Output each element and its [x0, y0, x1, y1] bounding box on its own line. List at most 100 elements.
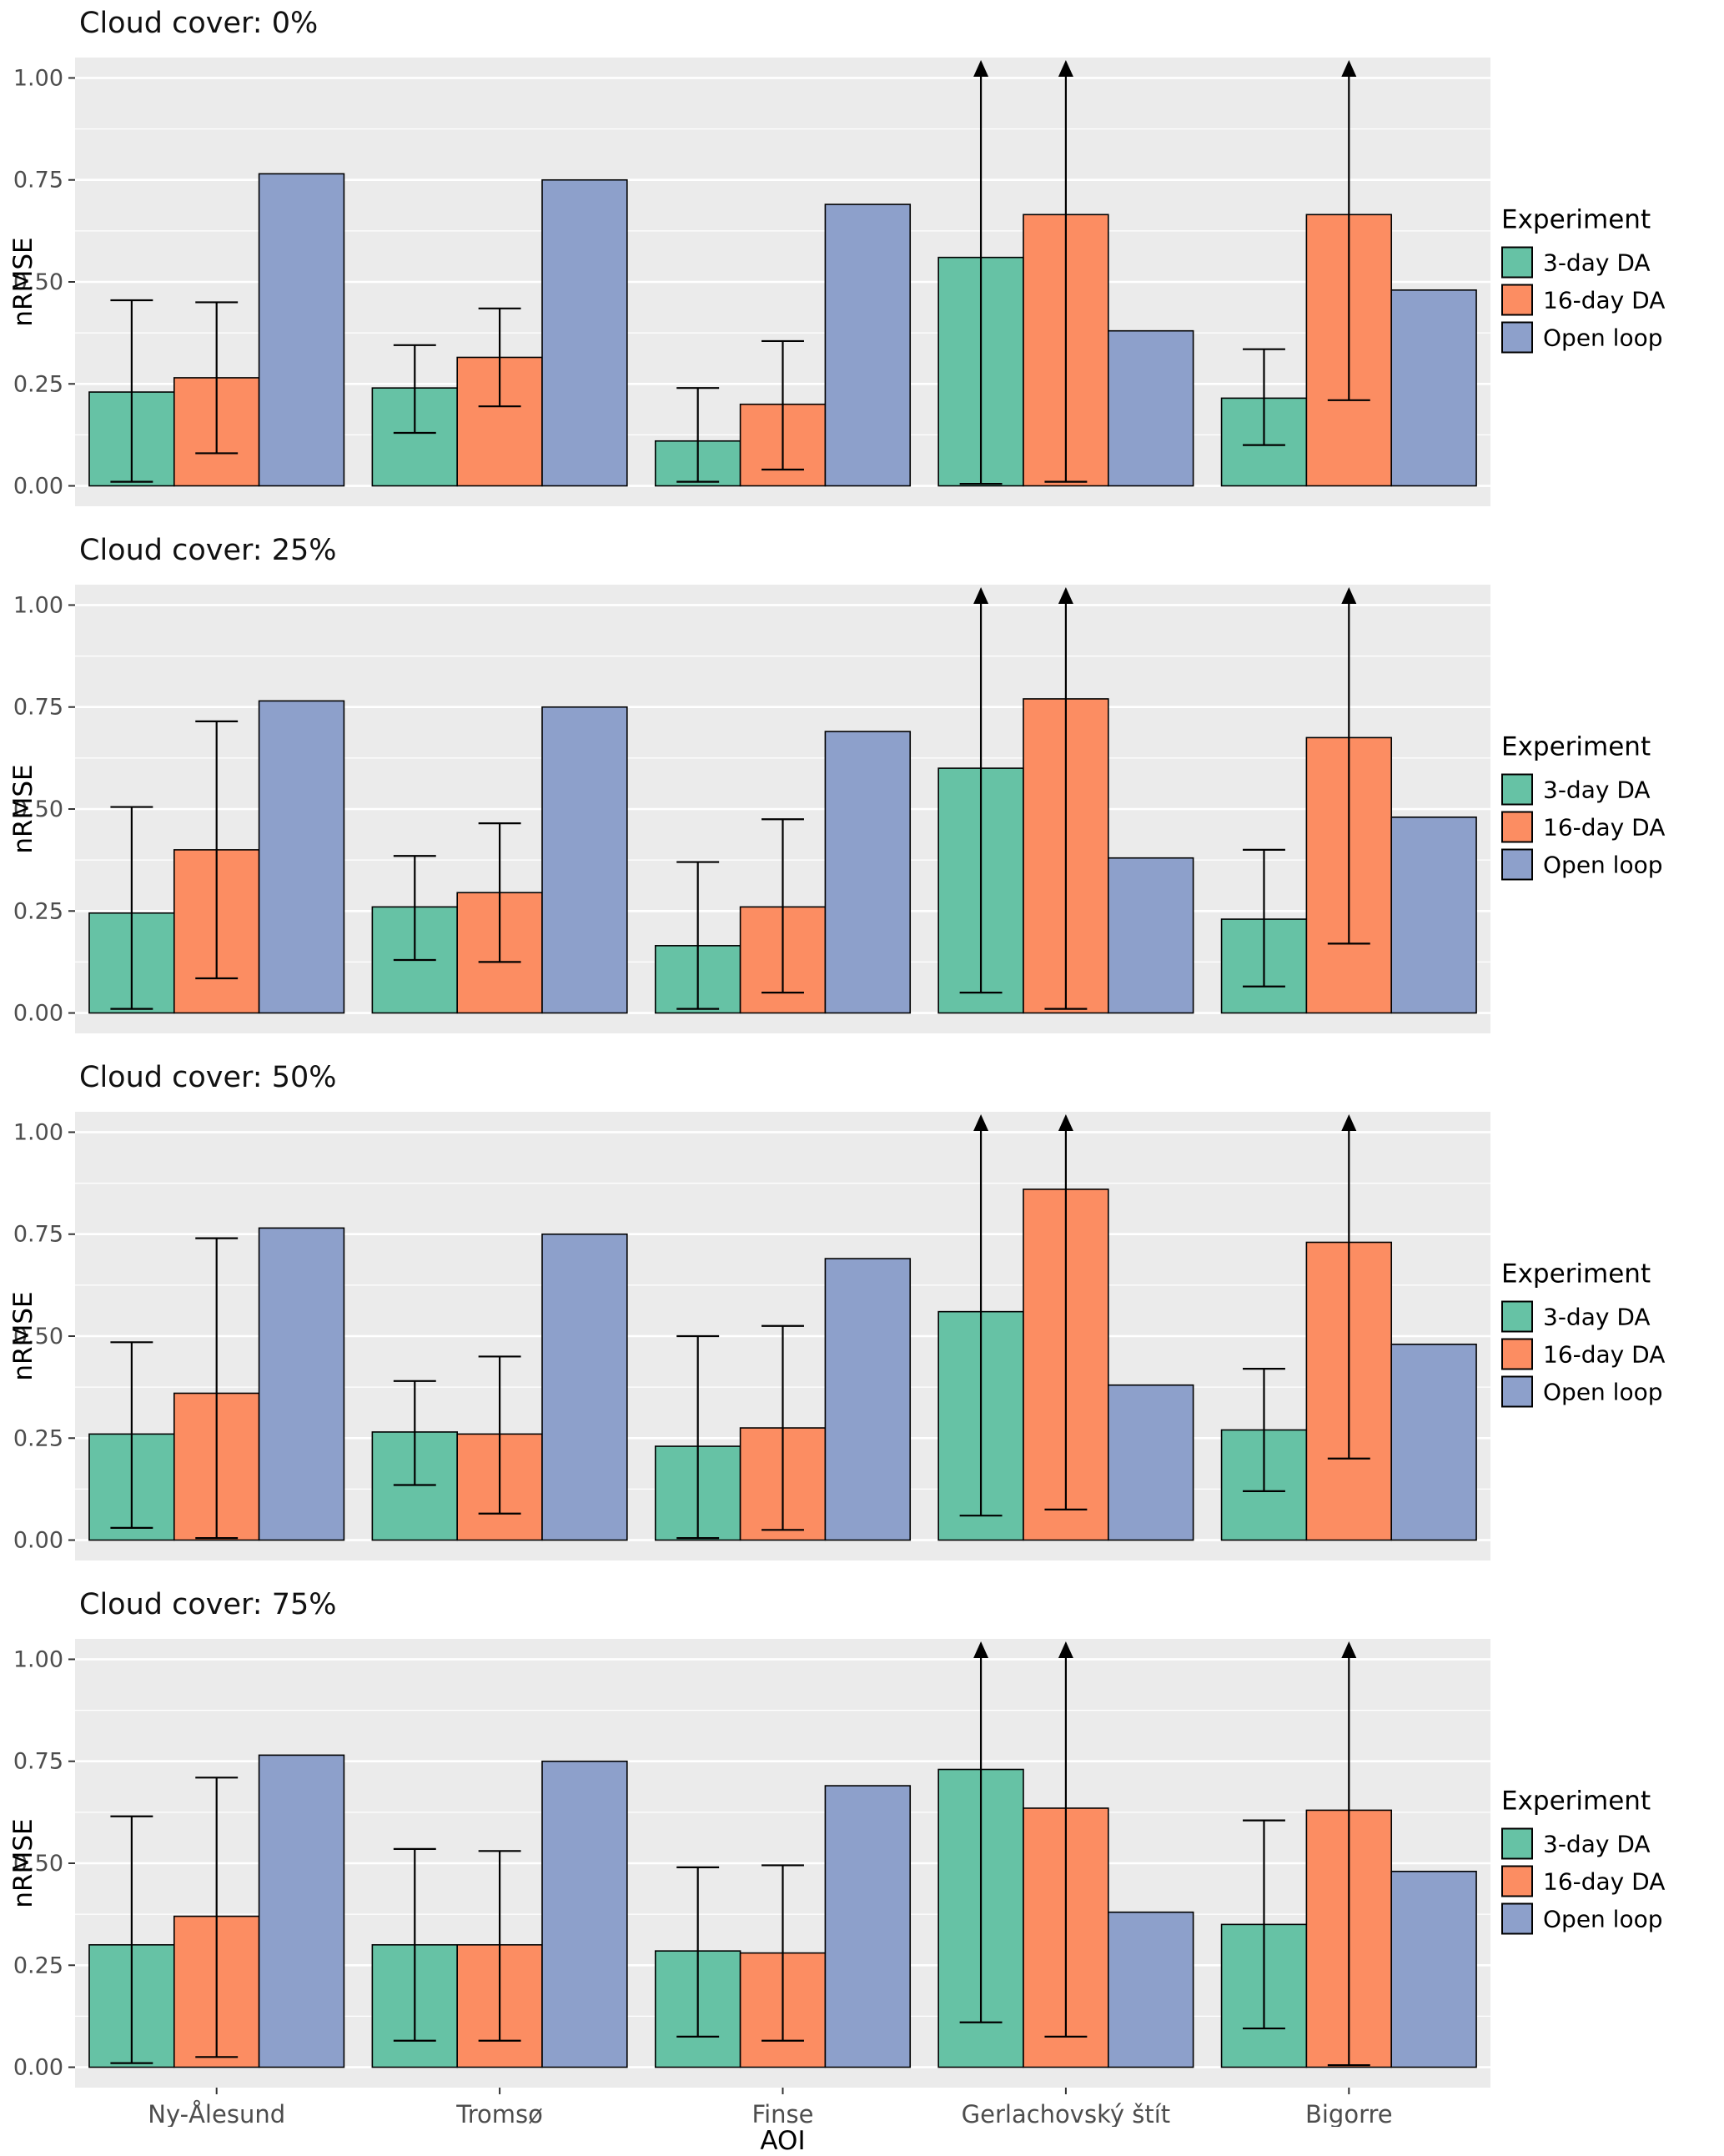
legend-key-16day-da: 16-day DA — [1501, 284, 1722, 316]
legend-swatch-3day-da — [1501, 1300, 1533, 1333]
x-tick-label: Tromsø — [455, 2100, 543, 2127]
y-tick-label: 0.50 — [13, 1851, 63, 1877]
legend-title: Experiment — [1501, 1786, 1651, 1817]
y-tick-label: 0.50 — [13, 1324, 63, 1349]
legend-label: Open loop — [1543, 1378, 1663, 1405]
bar-Open loop — [1390, 816, 1477, 1014]
legend-key-open-loop: Open loop — [1501, 1375, 1722, 1408]
legend-title: Experiment — [1501, 1259, 1651, 1289]
bar-Open loop — [258, 1227, 345, 1541]
y-tick-label: 1.00 — [13, 65, 63, 91]
x-tick-label: Bigorre — [1305, 2100, 1393, 2127]
legend-key-3day-da: 3-day DA — [1501, 773, 1722, 806]
bar-Open loop — [1390, 1870, 1477, 2068]
legend-swatch-open-loop — [1501, 1902, 1533, 1935]
bar-Open loop — [824, 1785, 912, 2068]
facet-cloud-75: Cloud cover: 75% nRMSE 0.00 0.25 0.50 0.75 1… — [0, 1581, 1724, 2155]
legend-key-3day-da: 3-day DA — [1501, 1827, 1722, 1860]
legend-swatch-16day-da — [1501, 284, 1533, 316]
plot-panel: 0.00 0.25 0.50 0.75 1.00 — [13, 585, 1490, 1033]
y-axis-title: nRMSE — [8, 764, 38, 854]
legend-swatch-open-loop — [1501, 848, 1533, 881]
legend-swatch-16day-da — [1501, 1865, 1533, 1897]
bar-Open loop — [541, 1233, 628, 1541]
legend-key-16day-da: 16-day DA — [1501, 1338, 1722, 1370]
y-tick-label: 0.25 — [13, 1425, 63, 1451]
y-tick-label: 1.00 — [13, 592, 63, 618]
facet-title: Cloud cover: 50% — [79, 1061, 337, 1094]
legend-swatch-3day-da — [1501, 246, 1533, 279]
y-tick-label: 0.75 — [13, 1222, 63, 1248]
bar-Open loop — [258, 173, 345, 487]
bar-Open loop — [1108, 1384, 1194, 1541]
bar-Open loop — [258, 1754, 345, 2068]
legend-key-open-loop: Open loop — [1501, 848, 1722, 881]
bar-Open loop — [824, 204, 912, 487]
legend-label: 16-day DA — [1543, 1340, 1666, 1368]
legend-key-3day-da: 3-day DA — [1501, 1300, 1722, 1333]
legend-title: Experiment — [1501, 204, 1651, 235]
y-tick-label: 0.25 — [13, 1952, 63, 1978]
legend-label: 3-day DA — [1543, 776, 1651, 803]
legend-label: 16-day DA — [1543, 813, 1666, 841]
error-bar-arrow-head — [1341, 60, 1357, 77]
error-bar-arrow-head — [973, 1114, 989, 1131]
error-bar-arrow-head — [973, 1641, 989, 1658]
legend-swatch-3day-da — [1501, 773, 1533, 806]
legend-label: 16-day DA — [1543, 1867, 1666, 1895]
y-tick-label: 1.00 — [13, 1119, 63, 1145]
y-tick-label: 0.25 — [13, 371, 63, 397]
legend: Experiment 3-day DA 16-day DA Open loop — [1501, 205, 1722, 359]
x-tick-label: Gerlachovský štít — [962, 2100, 1170, 2127]
legend: Experiment 3-day DA 16-day DA Open loop — [1501, 732, 1722, 887]
legend-key-16day-da: 16-day DA — [1501, 811, 1722, 843]
y-tick-label: 0.50 — [13, 797, 63, 822]
y-tick-label: 1.00 — [13, 1646, 63, 1672]
legend-swatch-open-loop — [1501, 1375, 1533, 1408]
bar-Open loop — [1108, 1911, 1194, 2068]
x-tick-label: Ny-Ålesund — [148, 2100, 285, 2127]
legend-swatch-16day-da — [1501, 1338, 1533, 1370]
legend-key-open-loop: Open loop — [1501, 1902, 1722, 1935]
error-bar-arrow-head — [1058, 587, 1073, 604]
error-bar-arrow-head — [973, 587, 989, 604]
bar-Open loop — [541, 1760, 628, 2068]
facet-title: Cloud cover: 75% — [79, 1588, 337, 1621]
plot-panel: 0.00 0.25 0.50 0.75 1.00 Ny-Ålesund Tromsø Fins… — [13, 1639, 1490, 2127]
y-tick-label: 0.25 — [13, 898, 63, 924]
legend-title: Experiment — [1501, 731, 1651, 762]
legend-label: 16-day DA — [1543, 286, 1666, 314]
y-tick-label: 0.00 — [13, 1528, 63, 1554]
facet-cloud-50: Cloud cover: 50% nRMSE 0.00 0.25 0.50 0.75 1… — [0, 1054, 1724, 1581]
bar-Open loop — [824, 731, 912, 1014]
y-tick-label: 0.00 — [13, 2055, 63, 2081]
legend-label: Open loop — [1543, 324, 1663, 351]
bar-Open loop — [1390, 289, 1477, 487]
legend-label: Open loop — [1543, 1905, 1663, 1932]
bar-Open loop — [824, 1258, 912, 1541]
y-axis-title: nRMSE — [8, 1818, 38, 1908]
y-tick-label: 0.75 — [13, 695, 63, 721]
x-axis-title: AOI — [760, 2126, 806, 2156]
legend-label: 3-day DA — [1543, 249, 1651, 276]
legend-swatch-open-loop — [1501, 321, 1533, 354]
bar-Open loop — [541, 178, 628, 487]
error-bar-arrow-head — [1058, 1641, 1073, 1658]
legend-swatch-3day-da — [1501, 1827, 1533, 1860]
facet-cloud-25: Cloud cover: 25% nRMSE 0.00 0.25 0.50 0.75 1… — [0, 527, 1724, 1054]
x-tick-label: Finse — [752, 2100, 814, 2127]
error-bar-arrow-head — [973, 60, 989, 77]
legend: Experiment 3-day DA 16-day DA Open loop — [1501, 1787, 1722, 1941]
y-tick-label: 0.75 — [13, 1749, 63, 1775]
error-bar-arrow-head — [1341, 1641, 1357, 1658]
legend-label: 3-day DA — [1543, 1830, 1651, 1857]
bar-Open loop — [1390, 1343, 1477, 1541]
legend-label: 3-day DA — [1543, 1303, 1651, 1330]
error-bar-arrow-head — [1058, 1114, 1073, 1131]
legend-key-open-loop: Open loop — [1501, 321, 1722, 354]
facet-title: Cloud cover: 0% — [79, 7, 319, 40]
y-tick-label: 0.75 — [13, 168, 63, 193]
plot-panel: 0.00 0.25 0.50 0.75 1.00 — [13, 1112, 1490, 1560]
plot-panel: 0.00 0.25 0.50 0.75 1.00 — [13, 58, 1490, 506]
